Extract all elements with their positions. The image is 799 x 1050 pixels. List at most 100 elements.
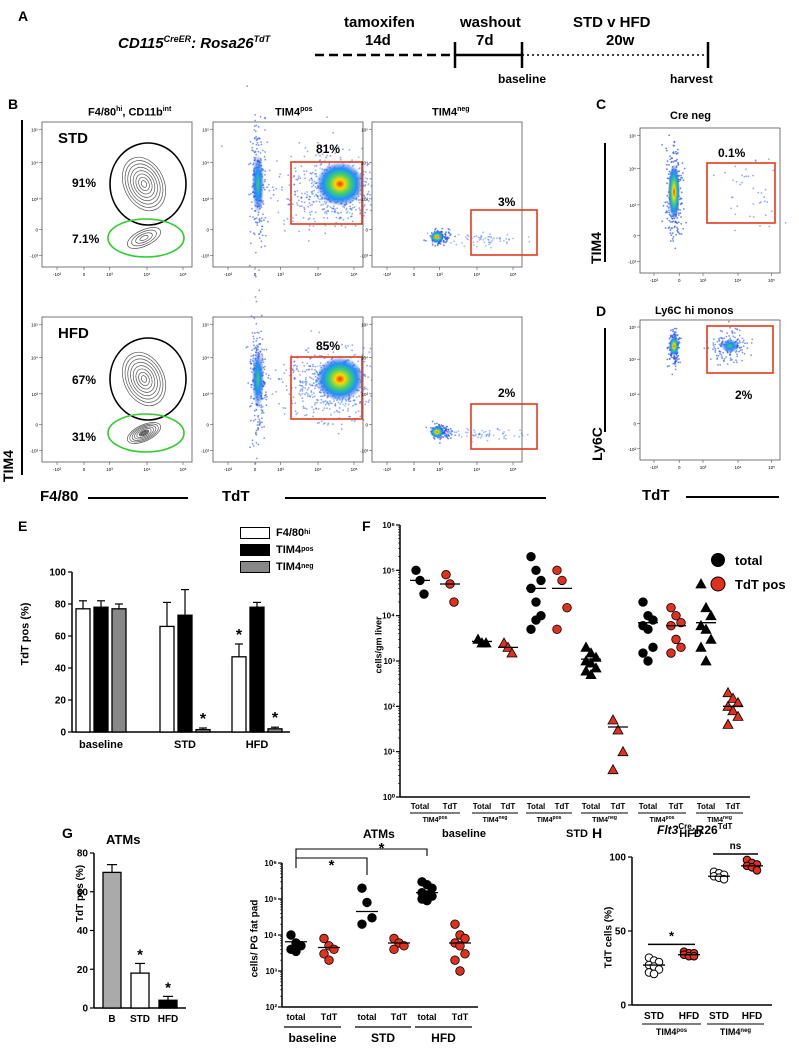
h-point <box>689 951 699 961</box>
flow-dot <box>334 211 336 214</box>
flow-dot <box>254 251 257 254</box>
flow-cytometry-plots: 10⁵ 10⁴ 10³ 0 -10³ -10³ 0 10³ 10⁴ 10⁵ 10⁵ 10⁴ 10³ 0 -1… <box>21 85 787 499</box>
flow-dot <box>261 234 264 237</box>
flow-dot <box>310 210 313 213</box>
flow-dot <box>351 220 354 223</box>
flow-dot <box>259 231 262 234</box>
flow-dot <box>266 141 269 144</box>
flow-dot <box>301 200 303 203</box>
flow-tim4pos-hfd-ytick-label: 10³ <box>202 392 209 397</box>
tim4-hi-contour <box>140 375 148 383</box>
flow-dot <box>326 217 329 220</box>
tim4-hi-contour <box>130 166 158 202</box>
flow-dot <box>308 202 311 205</box>
flow-dot <box>264 129 266 131</box>
flow-f480-std-ytick-label: 10³ <box>31 197 38 202</box>
flow-dot <box>275 187 278 190</box>
tim4-lo-gate <box>107 413 185 453</box>
flow-dot <box>304 147 307 149</box>
h-ytick-label: 50 <box>615 927 627 938</box>
flow-dot <box>286 217 289 220</box>
flow-dot <box>278 175 281 178</box>
flow-dot <box>361 147 363 150</box>
flow-dot <box>261 228 263 231</box>
h-xtick-label: HFD <box>679 1011 700 1022</box>
flow-dot <box>307 240 310 242</box>
flow-dot <box>369 177 372 180</box>
flow-dot <box>263 180 266 183</box>
flow-f480-std-ytick-label: -10³ <box>30 253 39 258</box>
tim4-hi-contour <box>135 173 153 195</box>
h-xtick-label: HFD <box>742 1011 763 1022</box>
flow-dot <box>368 171 371 174</box>
flow-dot <box>260 220 263 223</box>
flow-tim4pos-std-xtick-label: 10⁴ <box>315 272 322 277</box>
flow-dot <box>253 129 256 131</box>
flow-f480-std-xtick-label: 10⁵ <box>180 272 187 277</box>
flow-dot <box>283 219 286 222</box>
flow-dot <box>256 141 259 144</box>
flow-dot <box>350 215 352 218</box>
flow-dot <box>281 186 283 189</box>
col3-title: TIM4neg <box>432 106 470 119</box>
flow-dot <box>332 131 335 134</box>
step1-title: tamoxifen <box>344 14 415 31</box>
flow-dot <box>315 193 317 196</box>
flow-dot <box>347 217 350 220</box>
flow-dot <box>332 207 335 210</box>
flow-dot <box>249 242 252 245</box>
tim4pos-gate <box>290 161 363 225</box>
flow-dot <box>268 189 271 192</box>
flow-tim4pos-std-ytick-label: -10³ <box>201 253 210 258</box>
flow-dot <box>321 153 324 156</box>
flow-tim4pos-hfd-ytick-label: -10³ <box>201 448 210 453</box>
flow-dot <box>314 169 317 172</box>
flow-dot <box>366 193 369 196</box>
flow-dot <box>313 180 316 183</box>
flow-f480-hfd-ytick-label: 10³ <box>31 392 38 397</box>
panel-a-label: A <box>18 8 29 24</box>
harvest-label: harvest <box>670 72 713 86</box>
tdt-axis-label: TdT <box>222 488 250 505</box>
flow-dot <box>251 146 254 149</box>
flow-dot <box>339 156 342 159</box>
tim4-hi-contour <box>122 156 166 212</box>
flow-dot <box>288 184 291 187</box>
flow-f480-std-xtick-label: -10³ <box>53 272 62 277</box>
flow-dot <box>263 188 266 191</box>
flow-dot <box>304 177 306 180</box>
flow-dot <box>298 230 300 233</box>
flow-dot <box>315 174 318 177</box>
tim4-hi-contour <box>130 361 158 397</box>
flow-tim4pos-hfd-xtick-label: 10³ <box>277 467 284 472</box>
flow-dot <box>257 214 260 216</box>
flow-dot <box>249 162 252 165</box>
flow-dot <box>303 201 306 204</box>
panel-b-label: B <box>8 96 19 112</box>
step3-duration: 20w <box>606 32 635 49</box>
flow-dot <box>344 226 347 229</box>
flow-dot <box>298 175 300 178</box>
flow-dot <box>299 177 302 180</box>
flow-dot <box>316 141 319 144</box>
tim4-hi-contour <box>127 163 161 205</box>
flow-f480-std <box>41 121 193 268</box>
tim4-lo-contour <box>131 425 157 441</box>
flow-dot <box>331 210 333 213</box>
flow-dot <box>255 135 258 138</box>
flow-dot <box>259 152 262 154</box>
h-subset-pos: TIM4pos <box>656 1027 688 1037</box>
flow-dot <box>362 173 365 176</box>
flow-dot <box>320 198 322 201</box>
flow-dot <box>260 246 263 248</box>
flow-tim4pos-std-ytick-label: 10³ <box>202 197 209 202</box>
flow-dot <box>258 217 261 220</box>
flow-tim4pos-hfd-xtick-label: -10³ <box>224 467 233 472</box>
h-point <box>649 969 659 979</box>
flow-dot <box>349 205 351 208</box>
flow-dot <box>326 154 329 157</box>
flow-f480-hfd-ytick-label: 10⁵ <box>31 322 38 327</box>
flow-dot <box>259 115 262 118</box>
flow-dot <box>369 203 372 206</box>
flow-dot <box>259 230 262 233</box>
